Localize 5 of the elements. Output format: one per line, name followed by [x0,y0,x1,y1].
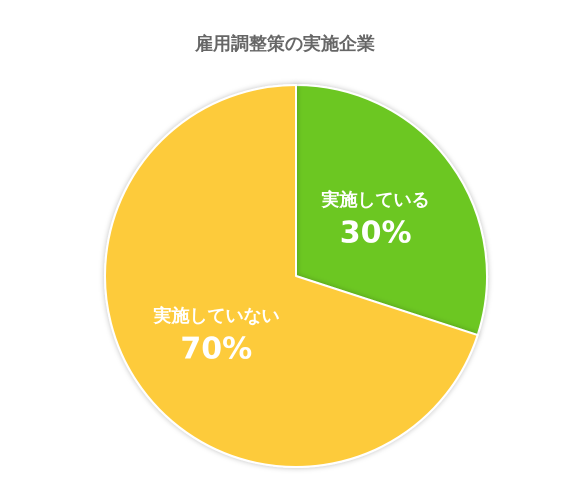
data-label: 30% [340,216,412,251]
chart-title: 雇用調整策の実施企業 [194,34,375,54]
data-label: 70% [180,331,252,366]
slice-label: 実施している [320,190,430,211]
slice-label: 実施していない [152,305,280,326]
